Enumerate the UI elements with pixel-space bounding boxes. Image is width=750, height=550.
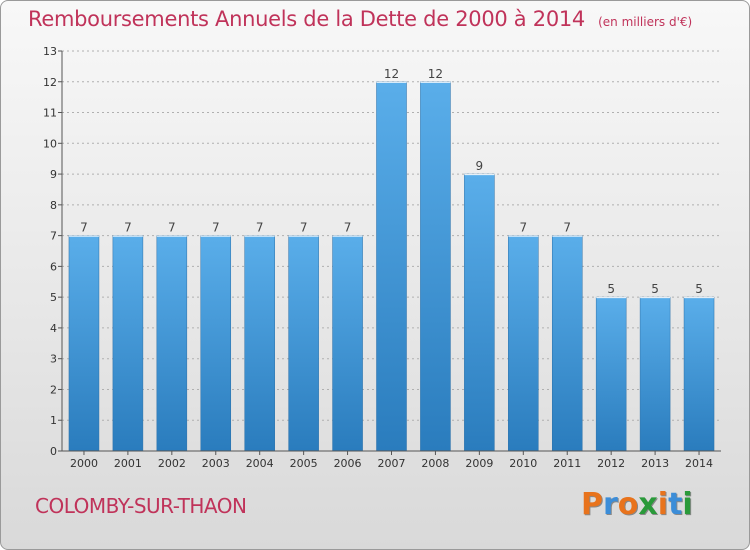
data-label: 7: [212, 221, 220, 235]
x-tick-label: 2007: [378, 457, 406, 470]
x-tick-label: 2013: [641, 457, 669, 470]
x-tick-label: 2005: [290, 457, 318, 470]
bar: [683, 296, 715, 452]
y-tick-label: 3: [50, 353, 57, 366]
data-label: 5: [695, 282, 703, 296]
bar: [244, 235, 275, 452]
x-tick-label: 2009: [465, 457, 493, 470]
x-tick-label: 2002: [158, 457, 186, 470]
brand-logo: Proxiti: [581, 487, 693, 522]
x-tick-label: 2010: [509, 457, 537, 470]
data-label: 5: [651, 282, 659, 296]
y-tick-label: 9: [50, 168, 57, 181]
x-tick-label: 2011: [553, 457, 581, 470]
bar: [112, 235, 144, 452]
title-row: Remboursements Annuels de la Dette de 20…: [28, 7, 692, 31]
y-tick-label: 13: [43, 45, 57, 58]
y-tick-label: 5: [50, 291, 57, 304]
y-tick-label: 0: [50, 445, 57, 458]
data-label: 12: [428, 67, 443, 81]
y-tick-label: 11: [43, 107, 57, 120]
y-tick-label: 2: [50, 383, 57, 396]
brand-letter: t: [668, 487, 683, 522]
x-tick-label: 2006: [334, 457, 362, 470]
bar: [376, 81, 407, 452]
data-label: 9: [476, 159, 484, 173]
data-label: 7: [80, 221, 88, 235]
bar: [156, 235, 188, 452]
y-tick-label: 12: [43, 76, 57, 89]
brand-letter: o: [617, 487, 639, 522]
bar: [639, 296, 671, 452]
data-label: 7: [168, 221, 176, 235]
brand-letter: x: [638, 487, 658, 522]
data-label: 7: [563, 221, 571, 235]
data-label: 5: [607, 282, 615, 296]
bar: [420, 81, 451, 452]
bar: [551, 235, 583, 452]
bar: [508, 235, 539, 452]
y-tick-label: 10: [43, 137, 57, 150]
data-label: 7: [256, 221, 264, 235]
bar: [288, 235, 319, 452]
y-tick-label: 7: [50, 230, 57, 243]
y-tick-label: 4: [50, 322, 57, 335]
x-tick-label: 2001: [114, 457, 142, 470]
y-tick-label: 6: [50, 260, 57, 273]
data-label: 12: [384, 67, 399, 81]
bar: [200, 235, 232, 452]
x-tick-label: 2014: [685, 457, 713, 470]
x-tick-label: 2004: [246, 457, 274, 470]
x-tick-label: 2012: [597, 457, 625, 470]
bar: [68, 235, 100, 452]
x-tick-label: 2000: [70, 457, 98, 470]
chart-subtitle: (en milliers d'€): [598, 15, 693, 29]
y-tick-label: 1: [50, 414, 57, 427]
brand-letter: i: [682, 487, 693, 522]
bar: [332, 235, 363, 452]
x-tick-label: 2008: [421, 457, 449, 470]
x-tick-label: 2003: [202, 457, 230, 470]
data-label: 7: [519, 221, 527, 235]
bar: [595, 296, 627, 452]
chart-title: Remboursements Annuels de la Dette de 20…: [28, 7, 585, 31]
data-label: 7: [300, 221, 308, 235]
bar: [464, 173, 495, 452]
brand-letter: i: [657, 487, 669, 522]
commune-name: COLOMBY-SUR-THAON: [35, 494, 247, 518]
y-tick-label: 8: [50, 199, 57, 212]
brand-letter: P: [581, 487, 603, 522]
data-label: 7: [124, 221, 132, 235]
data-label: 7: [344, 221, 352, 235]
brand-letter: r: [603, 487, 618, 522]
